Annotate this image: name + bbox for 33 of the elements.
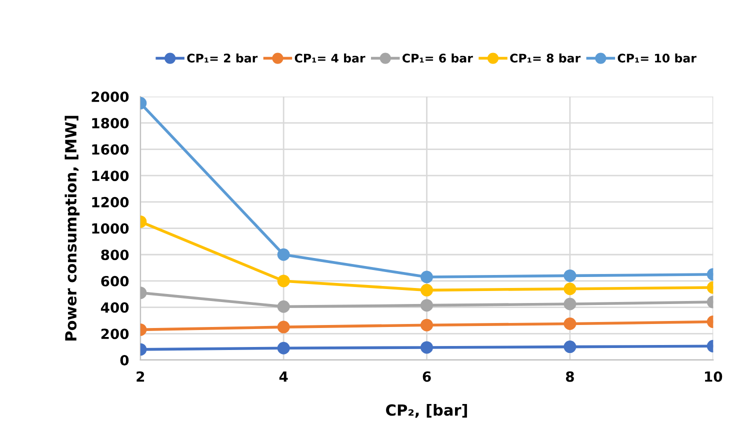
point [420, 299, 434, 312]
point [420, 318, 434, 332]
point [564, 340, 576, 354]
x-tick-label: 4 [279, 372, 288, 382]
y-tick-label: 800 [101, 250, 129, 260]
point [564, 282, 576, 296]
legend-label: CP₁= 10 bar [618, 53, 696, 63]
point [564, 298, 576, 310]
y-axis-title: Power consumption, [MW] [64, 116, 80, 341]
legend-label: CP₁= 6 bar [402, 53, 473, 63]
y-tick-label: 2000 [92, 92, 129, 102]
y-tick-label: 1200 [92, 196, 129, 208]
y-tick-label: 1000 [92, 223, 129, 234]
point [420, 284, 434, 296]
y-tick-label: 1400 [92, 170, 129, 182]
x-tick-label: 2 [136, 371, 144, 382]
x-tick-label: 6 [422, 371, 431, 382]
x-tick-label: 8 [566, 371, 574, 382]
y-tick-label: 400 [100, 302, 129, 313]
y-tick-label: 200 [101, 328, 129, 340]
legend-label: CP₁= 2 bar [187, 53, 258, 63]
legend-label: CP₁= 4 bar [294, 53, 366, 63]
legend-label: CP₁= 8 bar [510, 53, 581, 63]
x-tick-label: 10 [705, 371, 722, 382]
y-tick-label: 0 [120, 354, 129, 366]
point [564, 269, 576, 282]
y-tick-label: 1600 [92, 144, 129, 155]
point [564, 318, 576, 330]
point [420, 341, 434, 354]
y-tick-label: 1800 [92, 118, 129, 128]
point [420, 270, 434, 284]
y-tick-label: 600 [101, 276, 129, 286]
x-axis-title: CP₂, [bar] [386, 404, 467, 418]
